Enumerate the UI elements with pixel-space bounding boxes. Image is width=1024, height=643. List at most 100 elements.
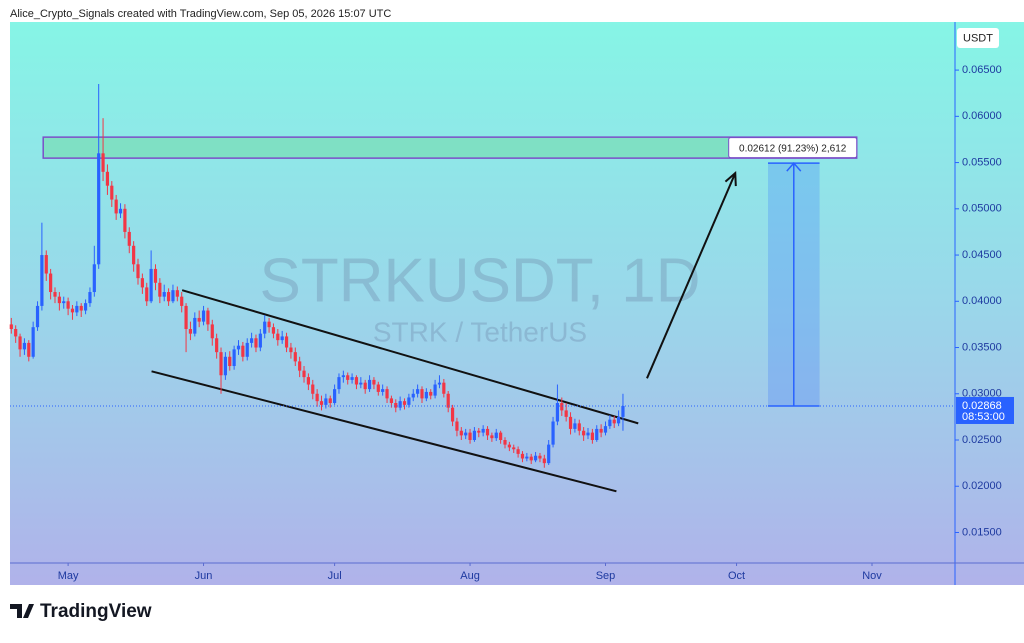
candle-body	[341, 375, 345, 378]
x-tick-label: Jul	[328, 570, 342, 582]
candle-body	[40, 255, 44, 306]
candle-body	[416, 389, 420, 394]
candle-body	[14, 329, 18, 337]
candle-body	[44, 255, 48, 274]
y-tick-label: 0.01500	[962, 526, 1002, 538]
unit-box	[957, 28, 999, 48]
candle-body	[568, 416, 573, 429]
candle-body	[171, 290, 175, 302]
candle-body	[520, 453, 525, 459]
candle-body	[542, 458, 546, 464]
x-tick-label: Aug	[460, 570, 480, 582]
candle-body	[162, 292, 166, 297]
candle-body	[468, 432, 472, 441]
candle-body	[302, 370, 306, 378]
countdown: 08:53:00	[962, 411, 1005, 423]
candle-body	[442, 382, 446, 394]
candle-body	[298, 361, 302, 371]
candle-body	[612, 419, 616, 424]
candle-body	[276, 333, 280, 341]
candle-body	[49, 273, 53, 293]
measure-label-box	[728, 137, 858, 159]
candle-body	[485, 428, 490, 436]
x-tick-label: Sep	[596, 570, 616, 582]
candle-body	[407, 397, 411, 405]
candle-body	[263, 321, 267, 334]
candle-body	[180, 296, 184, 306]
y-tick-label: 0.06500	[962, 64, 1002, 76]
candle-body	[538, 455, 542, 459]
candle-body	[586, 432, 590, 436]
y-tick-label: 0.04000	[962, 295, 1002, 307]
brand: TradingView	[40, 601, 152, 622]
candle-body	[315, 393, 319, 402]
candle-body	[250, 338, 254, 343]
y-tick-label: 0.05500	[962, 156, 1002, 168]
candle-body	[284, 336, 289, 348]
candle-body	[75, 305, 79, 313]
x-tick-label: Jun	[195, 570, 213, 582]
candle-body	[105, 171, 110, 186]
candle-body	[223, 356, 227, 376]
candle-body	[595, 428, 599, 441]
candle-body	[560, 403, 564, 411]
candle-body	[206, 310, 210, 325]
candle-body	[503, 440, 507, 445]
candle-body	[110, 185, 114, 200]
candle-body	[175, 290, 179, 297]
candle-body	[608, 419, 612, 427]
candle-body	[376, 384, 380, 392]
candle-body	[232, 349, 236, 367]
projection-arrow	[646, 172, 737, 379]
candle-body	[599, 428, 603, 433]
candle-body	[555, 403, 560, 422]
candle-body	[184, 305, 188, 330]
candle-body	[621, 405, 625, 417]
candle-body	[88, 292, 92, 304]
candle-body	[311, 384, 315, 394]
candle-body	[429, 391, 433, 396]
candle-body	[459, 430, 463, 436]
candle-body	[245, 342, 249, 357]
candle-body	[53, 292, 57, 297]
header-text: Alice_Crypto_Signals created with Tradin…	[10, 8, 391, 20]
x-tick-label: Oct	[728, 570, 745, 582]
candle-body	[389, 398, 394, 404]
candle-body	[402, 401, 407, 405]
y-tick-label: 0.04500	[962, 249, 1002, 261]
candle-body	[499, 432, 503, 441]
candle-body	[254, 338, 258, 348]
candle-body	[319, 401, 324, 405]
candle-body	[472, 430, 477, 441]
axis-unit: USDT	[963, 32, 993, 44]
y-tick-label: 0.02500	[962, 434, 1002, 446]
candle-body	[333, 389, 337, 404]
candle-body	[446, 393, 450, 408]
candle-body	[346, 375, 350, 380]
candle-body	[398, 401, 402, 408]
candle-body	[464, 432, 468, 436]
candle-body	[516, 449, 520, 454]
candle-body	[267, 321, 271, 328]
candle-body	[577, 423, 581, 431]
candle-body	[420, 389, 424, 399]
candle-body	[136, 264, 140, 279]
candle-body	[590, 432, 594, 441]
candle-body	[101, 153, 105, 172]
candle-body	[132, 245, 136, 265]
candle-body	[394, 403, 398, 408]
candle-body	[140, 278, 144, 288]
candle-body	[197, 317, 201, 322]
candle-body	[219, 352, 223, 376]
candle-body	[490, 435, 494, 439]
candle-body	[201, 310, 206, 322]
watermark: STRKUSDT, 1D	[260, 246, 701, 315]
candle-body	[22, 342, 27, 350]
candle-body	[62, 301, 66, 304]
candle-body	[145, 287, 149, 302]
candle-body	[424, 391, 428, 399]
candle-body	[525, 456, 529, 459]
measure-arrowhead	[786, 161, 802, 172]
candle-body	[9, 324, 13, 330]
